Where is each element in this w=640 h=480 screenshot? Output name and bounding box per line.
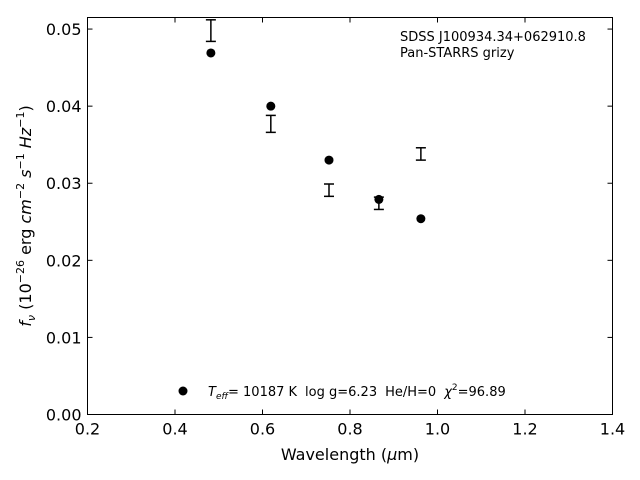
observed-errorbar — [324, 183, 334, 198]
x-tick-label: 1.2 — [512, 420, 537, 439]
x-tick-label: 0.4 — [162, 420, 187, 439]
y-tick-label: 0.05 — [46, 20, 82, 39]
x-axis-ticks: 0.2 0.4 0.6 0.8 1.0 1.2 1.4 — [75, 17, 625, 439]
model-point — [416, 214, 426, 224]
chart-annotation-object: SDSS J100934.34+062910.8 — [400, 30, 586, 45]
chart-annotation-survey: Pan-STARRS grizy — [400, 46, 515, 61]
x-axis-label: Wavelength (μm) — [281, 445, 419, 464]
observed-errorbar — [205, 19, 216, 43]
y-tick-label: 0.01 — [46, 328, 82, 347]
x-tick-label: 1.4 — [600, 420, 625, 439]
y-tick-label: 0.03 — [46, 174, 82, 193]
legend-marker — [178, 386, 188, 396]
observed-errorbar — [415, 147, 426, 161]
model-point — [324, 155, 334, 165]
x-tick-label: 0.6 — [250, 420, 275, 439]
y-axis-ticks: 0.00 0.01 0.02 0.03 0.04 0.05 — [46, 20, 613, 425]
y-axis-label: fν (10−26 erg cm−2 s−1 Hz−1) — [14, 105, 38, 326]
y-tick-label: 0.00 — [46, 406, 82, 425]
y-tick-label: 0.04 — [46, 97, 82, 116]
observed-errorbar — [265, 114, 276, 134]
model-point — [266, 101, 276, 111]
plot-frame — [87, 17, 613, 415]
model-point — [374, 194, 384, 204]
x-tick-label: 0.2 — [75, 420, 100, 439]
observed-errorbars — [205, 19, 426, 211]
model-points — [206, 48, 426, 224]
y-tick-label: 0.02 — [46, 251, 82, 270]
x-tick-label: 1.0 — [425, 420, 450, 439]
x-tick-label: 0.8 — [337, 420, 362, 439]
model-point — [206, 48, 216, 58]
